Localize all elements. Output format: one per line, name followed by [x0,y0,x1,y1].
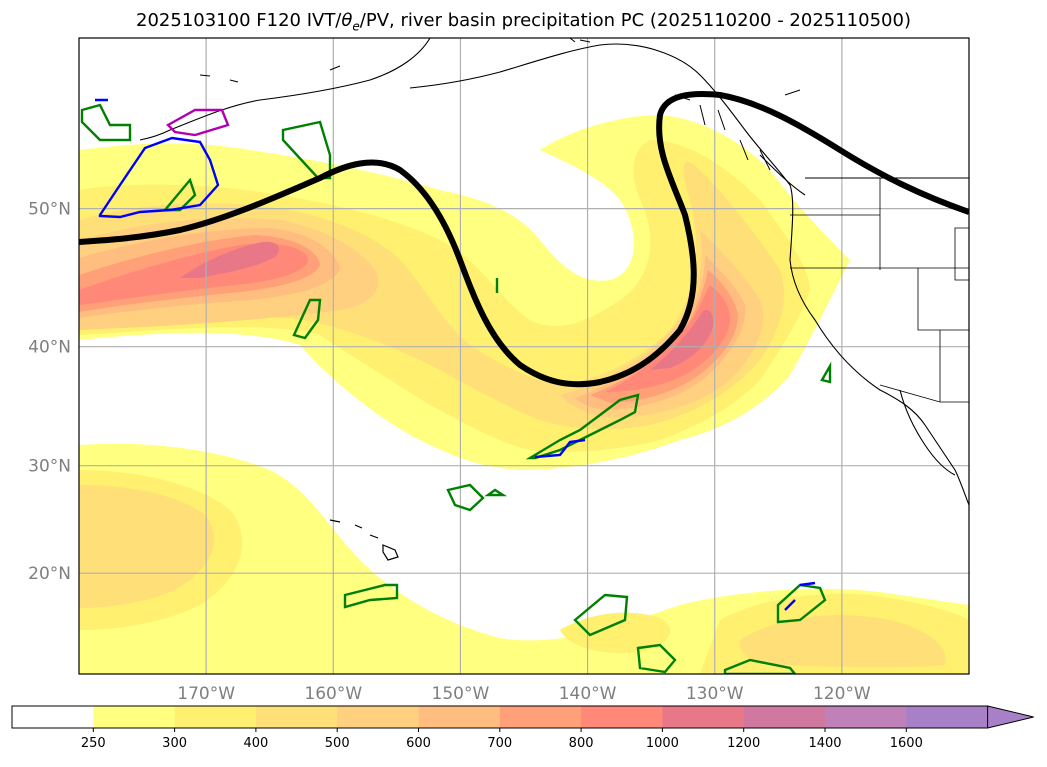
lat-tick-label: 20°N [28,564,71,584]
colorbar-tick-label: 400 [243,736,268,751]
lat-tick-label: 50°N [28,200,71,220]
latitude-labels: 50°N 40°N 30°N 20°N [28,200,71,585]
colorbar-segment [581,706,663,728]
ivt-contour-800-east [605,285,730,392]
colorbar-tick-label: 500 [325,736,350,751]
ivt-contour-1000-north [180,241,280,278]
colorbar-tick-label: 700 [487,736,512,751]
ivt-contour-400-south [79,485,214,608]
colorbar-segment [825,706,907,728]
precip-blue-contour [95,98,816,611]
colorbar-segment [174,706,257,728]
figure-title: 2025103100 F120 IVT/θe/PV, river basin p… [136,10,911,34]
longitude-labels: 170°W 160°W 150°W 140°W 130°W 120°W [177,684,871,704]
lon-tick-label: 170°W [177,684,235,704]
colorbar-segment [12,706,94,728]
colorbar-tick-label: 600 [406,736,431,751]
colorbar-segment [906,706,989,728]
pv-contour [79,91,969,388]
alaska-coast [139,38,969,506]
colorbar-segment [418,706,501,728]
colorbar-tick-label: 300 [162,736,187,751]
ivt-contour-700-east [590,270,738,403]
colorbar-segment [662,706,745,728]
lat-tick-label: 30°N [28,457,71,477]
lon-tick-label: 160°W [304,684,362,704]
precip-magenta-contour [166,108,230,137]
colorbar-segment [93,706,176,728]
us-state-lines [790,178,969,402]
lon-tick-label: 150°W [432,684,490,704]
colorbar-extend-arrow [987,705,1034,729]
ivt-contour-400-southeast [739,615,946,668]
vancouver-island [759,154,806,196]
colorbar-tick-label: 1000 [646,736,679,751]
baja-coast [899,389,956,476]
map-frame [78,37,970,675]
colorbar-tick-label: 1600 [890,736,923,751]
colorbar-tick-label: 1200 [727,736,760,751]
colorbar-segment [337,706,419,728]
graticule [79,38,969,674]
colorbar-tick-label: 800 [569,736,594,751]
precip-green-contour [80,103,832,674]
pv-line [79,91,969,388]
coastlines [139,38,969,561]
mexico-border [879,384,969,403]
colorbar: 250 300 400 500 600 700 800 1000 1200 1400 1600 [11,705,1034,751]
lat-tick-label: 40°N [28,338,71,358]
colorbar-tick-label: 250 [81,736,106,751]
lon-tick-label: 120°W [813,684,871,704]
ivt-contour-1000-east [650,310,714,370]
colorbar-segment [499,706,582,728]
lon-tick-label: 130°W [686,684,744,704]
colorbar-segment [743,706,826,728]
precip-contours [80,98,832,674]
hawaii-islands [329,519,399,561]
colorbar-tick-label: 1400 [808,736,841,751]
lon-tick-label: 140°W [559,684,617,704]
colorbar-segment [255,706,338,728]
